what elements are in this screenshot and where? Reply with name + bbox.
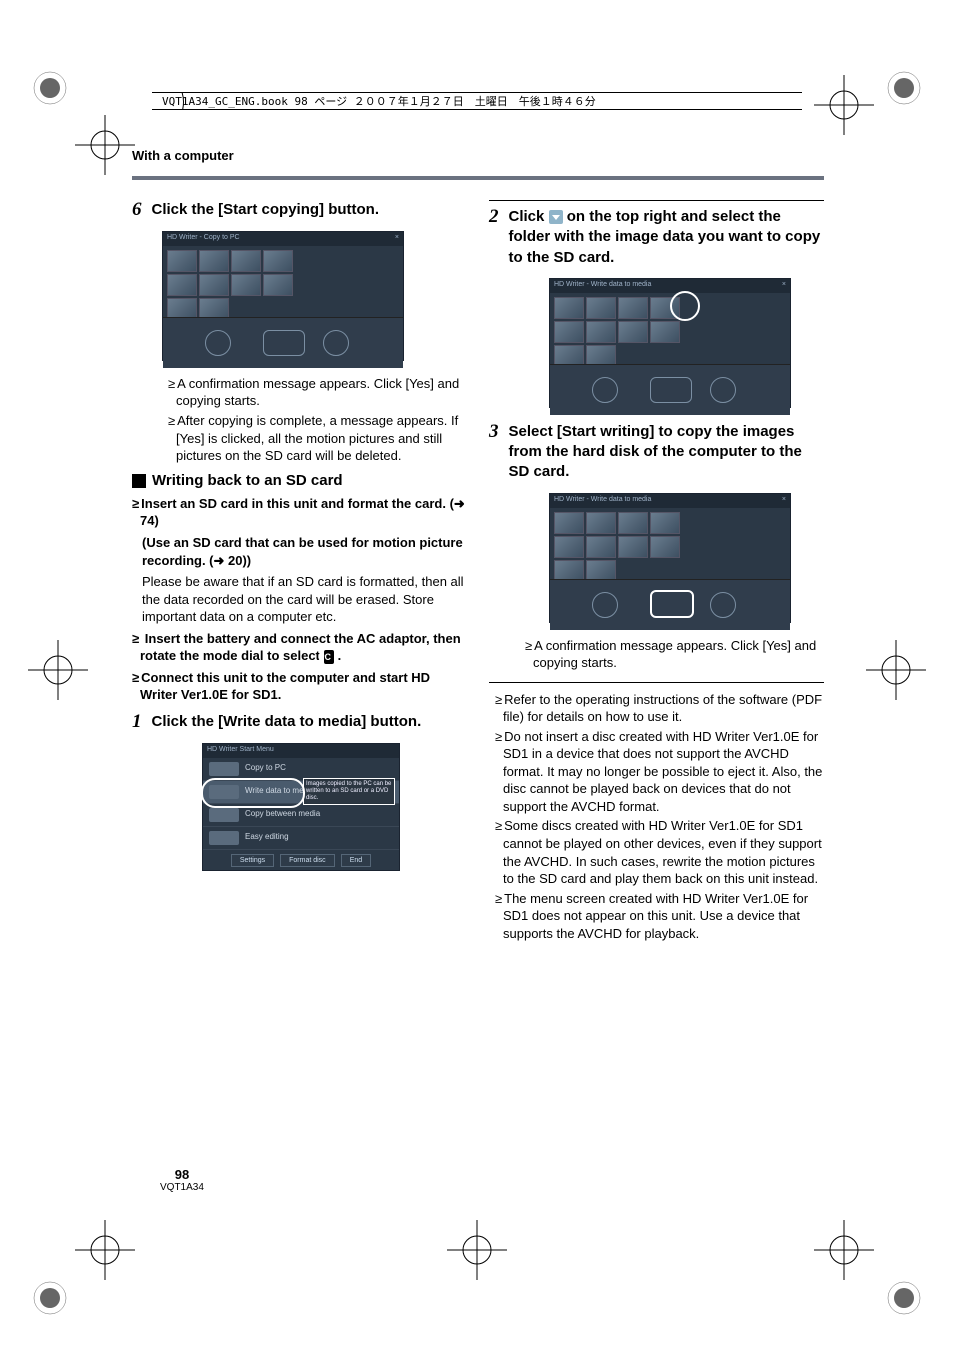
step-number: 6	[132, 200, 142, 221]
instruction-insert-battery: Insert the battery and connect the AC ad…	[132, 630, 467, 665]
section-rule	[132, 176, 824, 180]
subheading-text: Writing back to an SD card	[152, 471, 343, 491]
step-text: Click the [Write data to media] button.	[152, 712, 422, 733]
menu-item-label: Copy to PC	[245, 763, 286, 774]
step-text: Select [Start writing] to copy the image…	[509, 422, 825, 483]
highlight-ring-icon	[670, 291, 700, 321]
step-number: 3	[489, 422, 499, 483]
note-item: Some discs created with HD Writer Ver1.0…	[489, 817, 824, 887]
registration-mark-icon	[884, 1278, 924, 1318]
divider	[489, 682, 824, 683]
crop-mark-icon	[866, 640, 926, 700]
screenshot-copy-to-pc: HD Writer - Copy to PC×	[162, 231, 404, 361]
binding-oval-icon	[152, 92, 184, 110]
pc-mode-icon: PC	[324, 650, 335, 664]
crop-mark-icon	[28, 640, 88, 700]
registration-mark-icon	[884, 68, 924, 108]
section-title: With a computer	[132, 148, 234, 163]
crop-mark-icon	[814, 1220, 874, 1280]
step-6: 6 Click the [Start copying] button.	[132, 200, 467, 221]
header-text: VQT1A34_GC_ENG.book 98 ページ ２００７年１月２７日 土曜…	[162, 93, 596, 109]
crop-mark-icon	[447, 1220, 507, 1280]
header-book-line: VQT1A34_GC_ENG.book 98 ページ ２００７年１月２７日 土曜…	[152, 92, 802, 110]
screenshot-write-data-2: HD Writer - Write data to media×	[549, 493, 791, 623]
step-1: 1 Click the [Write data to media] button…	[132, 712, 467, 733]
menu-button: End	[341, 854, 371, 867]
document-code: VQT1A34	[160, 1182, 204, 1193]
subheading-writing-back: Writing back to an SD card	[132, 471, 467, 491]
screenshot-title: HD Writer - Write data to media	[554, 280, 651, 292]
note-item: The menu screen created with HD Writer V…	[489, 890, 824, 943]
bullet-item: After copying is complete, a message app…	[168, 412, 467, 465]
crop-mark-icon	[814, 75, 874, 135]
thumbnail-grid	[167, 250, 307, 320]
step-2: 2 Click on the top right and select the …	[489, 207, 824, 268]
bullet-list-b: A confirmation message appears. Click [Y…	[489, 637, 824, 672]
step-text: Click on the top right and select the fo…	[509, 207, 825, 268]
bullet-list-a: A confirmation message appears. Click [Y…	[132, 375, 467, 465]
square-marker-icon	[132, 474, 146, 488]
screenshot-title: HD Writer - Write data to media	[554, 495, 651, 507]
crop-mark-icon	[75, 115, 135, 175]
step-3: 3 Select [Start writing] to copy the ima…	[489, 422, 824, 483]
highlight-ring-icon	[201, 778, 305, 808]
instruction-text-a: Insert the battery and connect the AC ad…	[140, 631, 461, 664]
page-number: 98	[160, 1167, 204, 1182]
dropdown-icon	[549, 210, 563, 224]
step-text: Click the [Start copying] button.	[152, 200, 380, 221]
instruction-format-card-sub: (Use an SD card that can be used for mot…	[142, 534, 467, 569]
screenshot-write-data-1: HD Writer - Write data to media×	[549, 278, 791, 408]
screenshot-title: HD Writer - Copy to PC	[167, 233, 240, 245]
menu-callout: Images copied to the PC can be written t…	[303, 778, 395, 806]
menu-button: Format disc	[280, 854, 335, 867]
step-number: 2	[489, 207, 499, 268]
note-item: Refer to the operating instructions of t…	[489, 691, 824, 726]
menu-item-label: Easy editing	[245, 832, 289, 843]
bullet-item: A confirmation message appears. Click [Y…	[525, 637, 824, 672]
page-footer: 98 VQT1A34	[160, 1167, 204, 1193]
right-column: 2 Click on the top right and select the …	[489, 200, 824, 944]
page: VQT1A34_GC_ENG.book 98 ページ ２００７年１月２７日 土曜…	[0, 0, 954, 1348]
screenshot-title: HD Writer Start Menu	[207, 745, 274, 757]
instruction-connect-unit: Connect this unit to the computer and st…	[132, 669, 467, 704]
instruction-format-card: Insert an SD card in this unit and forma…	[132, 495, 467, 530]
registration-mark-icon	[30, 1278, 70, 1318]
content-columns: 6 Click the [Start copying] button. HD W…	[132, 200, 824, 944]
notes-list: Refer to the operating instructions of t…	[489, 691, 824, 943]
thumbnail-grid	[554, 512, 694, 582]
note-item: Do not insert a disc created with HD Wri…	[489, 728, 824, 816]
registration-mark-icon	[30, 68, 70, 108]
left-column: 6 Click the [Start copying] button. HD W…	[132, 200, 467, 944]
instruction-text-b: .	[338, 648, 342, 663]
menu-item-label: Copy between media	[245, 809, 320, 820]
step-text-a: Click	[509, 208, 549, 225]
bullet-item: A confirmation message appears. Click [Y…	[168, 375, 467, 410]
instruction-format-card-para: Please be aware that if an SD card is fo…	[142, 573, 467, 626]
screenshot-start-menu: HD Writer Start Menu Copy to PC Write da…	[202, 743, 400, 871]
crop-mark-icon	[75, 1220, 135, 1280]
menu-button: Settings	[231, 854, 274, 867]
step-number: 1	[132, 712, 142, 733]
